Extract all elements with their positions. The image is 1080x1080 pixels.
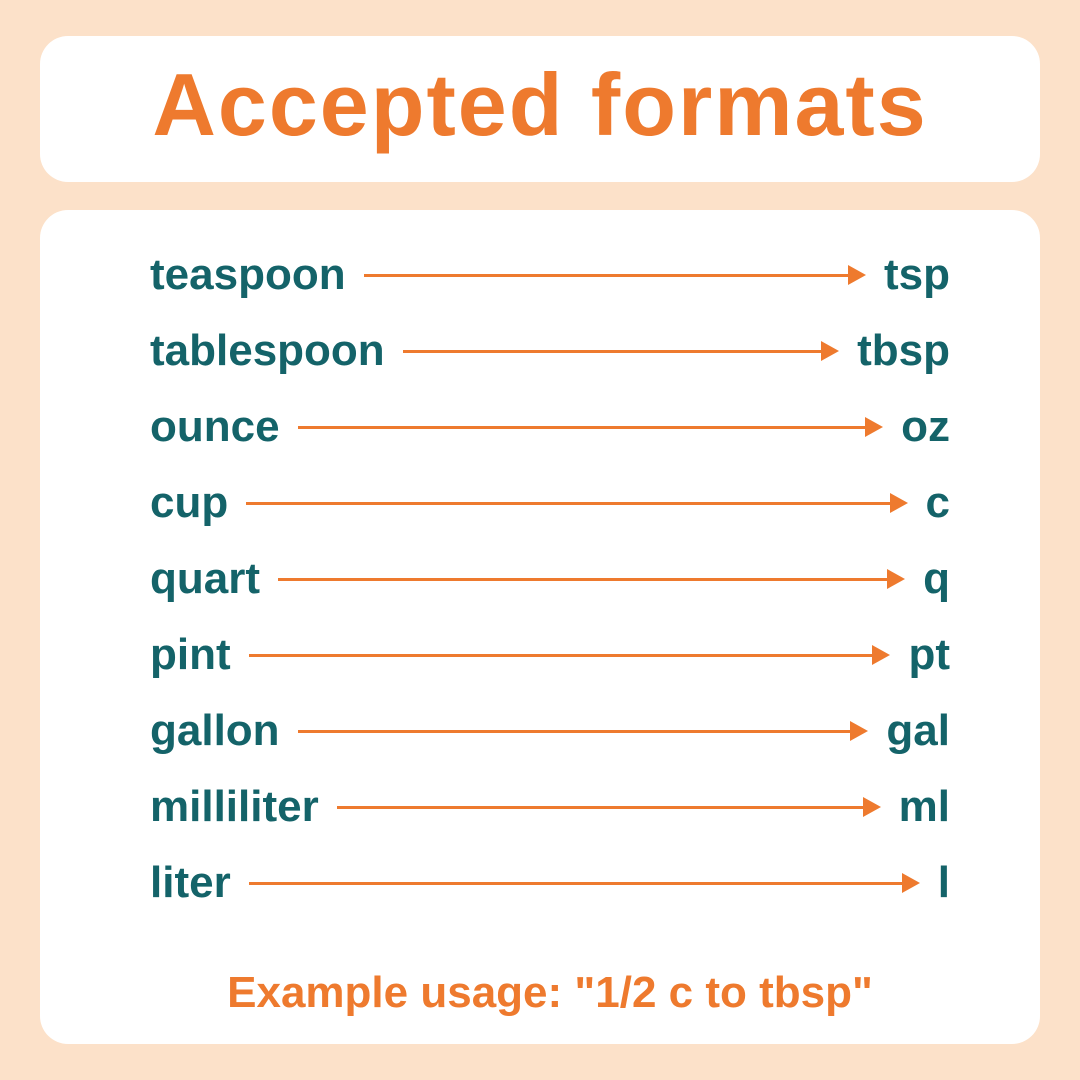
formats-card: teaspoon tsp tablespoon tbsp ounce oz cup c quar… [40, 210, 1040, 1044]
format-long-name: pint [150, 630, 231, 680]
format-long-name: teaspoon [150, 250, 346, 300]
page-title: Accepted formats [60, 54, 1020, 156]
format-long-name: liter [150, 858, 231, 908]
arrow-icon [249, 873, 920, 893]
format-long-name: tablespoon [150, 326, 385, 376]
format-row: ounce oz [150, 402, 950, 452]
arrow-icon [298, 417, 884, 437]
format-row: liter l [150, 858, 950, 908]
format-long-name: milliliter [150, 782, 319, 832]
arrow-icon [403, 341, 839, 361]
format-short-name: tsp [884, 250, 950, 300]
format-short-name: l [938, 858, 950, 908]
format-long-name: quart [150, 554, 260, 604]
format-short-name: gal [886, 706, 950, 756]
example-usage: Example usage: "1/2 c to tbsp" [150, 968, 950, 1018]
format-row: cup c [150, 478, 950, 528]
format-short-name: oz [901, 402, 950, 452]
format-short-name: q [923, 554, 950, 604]
format-row: pint pt [150, 630, 950, 680]
format-row: milliliter ml [150, 782, 950, 832]
arrow-icon [246, 493, 907, 513]
arrow-icon [364, 265, 866, 285]
format-short-name: ml [899, 782, 950, 832]
formats-list: teaspoon tsp tablespoon tbsp ounce oz cup c quar… [150, 250, 950, 950]
title-card: Accepted formats [40, 36, 1040, 182]
arrow-icon [278, 569, 905, 589]
arrow-icon [298, 721, 869, 741]
format-short-name: tbsp [857, 326, 950, 376]
arrow-icon [337, 797, 881, 817]
format-short-name: c [926, 478, 950, 528]
format-long-name: gallon [150, 706, 280, 756]
format-row: teaspoon tsp [150, 250, 950, 300]
format-long-name: ounce [150, 402, 280, 452]
format-row: gallon gal [150, 706, 950, 756]
format-long-name: cup [150, 478, 228, 528]
format-row: tablespoon tbsp [150, 326, 950, 376]
format-short-name: pt [908, 630, 950, 680]
format-row: quart q [150, 554, 950, 604]
arrow-icon [249, 645, 891, 665]
